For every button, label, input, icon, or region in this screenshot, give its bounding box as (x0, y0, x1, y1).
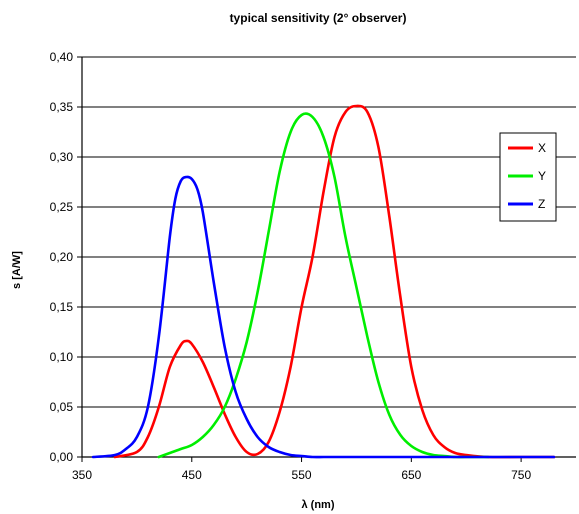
x-axis-ticks: 350 450 550 650 750 (72, 457, 531, 482)
y-axis-ticks: 0,00 0,05 0,10 0,15 0,20 0,25 0,30 0,35 0,40 (50, 50, 82, 464)
y-tick-label: 0,30 (50, 150, 74, 164)
y-axis-label: s [A/W] (11, 251, 23, 289)
x-tick-label: 350 (72, 468, 92, 482)
legend-label-y: Y (538, 169, 546, 183)
x-tick-label: 450 (182, 468, 202, 482)
y-tick-label: 0,20 (50, 250, 74, 264)
chart-title: typical sensitivity (2° observer) (230, 11, 407, 25)
x-tick-label: 550 (292, 468, 312, 482)
series-line-x (113, 104, 556, 459)
legend: XYZ (499, 132, 557, 222)
x-tick-label: 650 (401, 468, 421, 482)
series-line-y (157, 112, 490, 459)
y-tick-label: 0,15 (50, 300, 74, 314)
grid-lines (82, 56, 576, 458)
series-line-z (91, 175, 556, 459)
legend-label-x: X (538, 141, 546, 155)
legend-label-z: Z (538, 197, 545, 211)
y-tick-label: 0,25 (50, 200, 74, 214)
x-axis-label: λ (nm) (302, 499, 335, 511)
y-tick-label: 0,00 (50, 450, 74, 464)
y-tick-label: 0,40 (50, 50, 74, 64)
y-tick-label: 0,35 (50, 100, 74, 114)
x-tick-label: 750 (511, 468, 531, 482)
series-lines (91, 104, 556, 459)
y-tick-label: 0,05 (50, 400, 74, 414)
y-tick-label: 0,10 (50, 350, 74, 364)
